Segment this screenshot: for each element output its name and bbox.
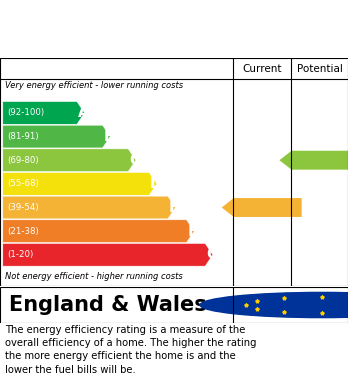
Text: The energy efficiency rating is a measure of the
overall efficiency of a home. T: The energy efficiency rating is a measur… (5, 325, 257, 375)
Text: E: E (168, 200, 179, 215)
Text: (92-100): (92-100) (7, 108, 44, 117)
Text: Potential: Potential (296, 64, 342, 74)
Text: (1-20): (1-20) (7, 250, 33, 259)
Text: (55-68): (55-68) (7, 179, 39, 188)
Circle shape (200, 292, 348, 317)
Text: B: B (103, 129, 115, 144)
Text: (39-54): (39-54) (7, 203, 39, 212)
Text: (69-80): (69-80) (7, 156, 39, 165)
Text: Current: Current (242, 64, 282, 74)
Text: (21-38): (21-38) (7, 227, 39, 236)
Polygon shape (279, 151, 348, 170)
Text: EU Directive: EU Directive (244, 294, 308, 305)
Polygon shape (3, 244, 213, 266)
Text: 74: 74 (313, 153, 333, 167)
Polygon shape (3, 125, 110, 148)
Text: G: G (206, 247, 219, 262)
Text: England & Wales: England & Wales (9, 295, 206, 315)
Text: C: C (129, 153, 140, 168)
Text: D: D (150, 176, 163, 191)
Text: 48: 48 (255, 201, 275, 215)
Polygon shape (3, 149, 136, 172)
Text: F: F (187, 224, 198, 239)
Polygon shape (222, 198, 302, 217)
Polygon shape (3, 196, 175, 219)
Text: (81-91): (81-91) (7, 132, 39, 141)
Polygon shape (3, 102, 85, 124)
Text: Very energy efficient - lower running costs: Very energy efficient - lower running co… (5, 81, 183, 90)
Text: Energy Efficiency Rating: Energy Efficiency Rating (9, 36, 219, 50)
Polygon shape (3, 172, 157, 195)
Text: 2002/91/EC: 2002/91/EC (244, 307, 304, 317)
Text: Not energy efficient - higher running costs: Not energy efficient - higher running co… (5, 272, 183, 281)
Polygon shape (3, 220, 194, 242)
Text: A: A (78, 106, 89, 120)
